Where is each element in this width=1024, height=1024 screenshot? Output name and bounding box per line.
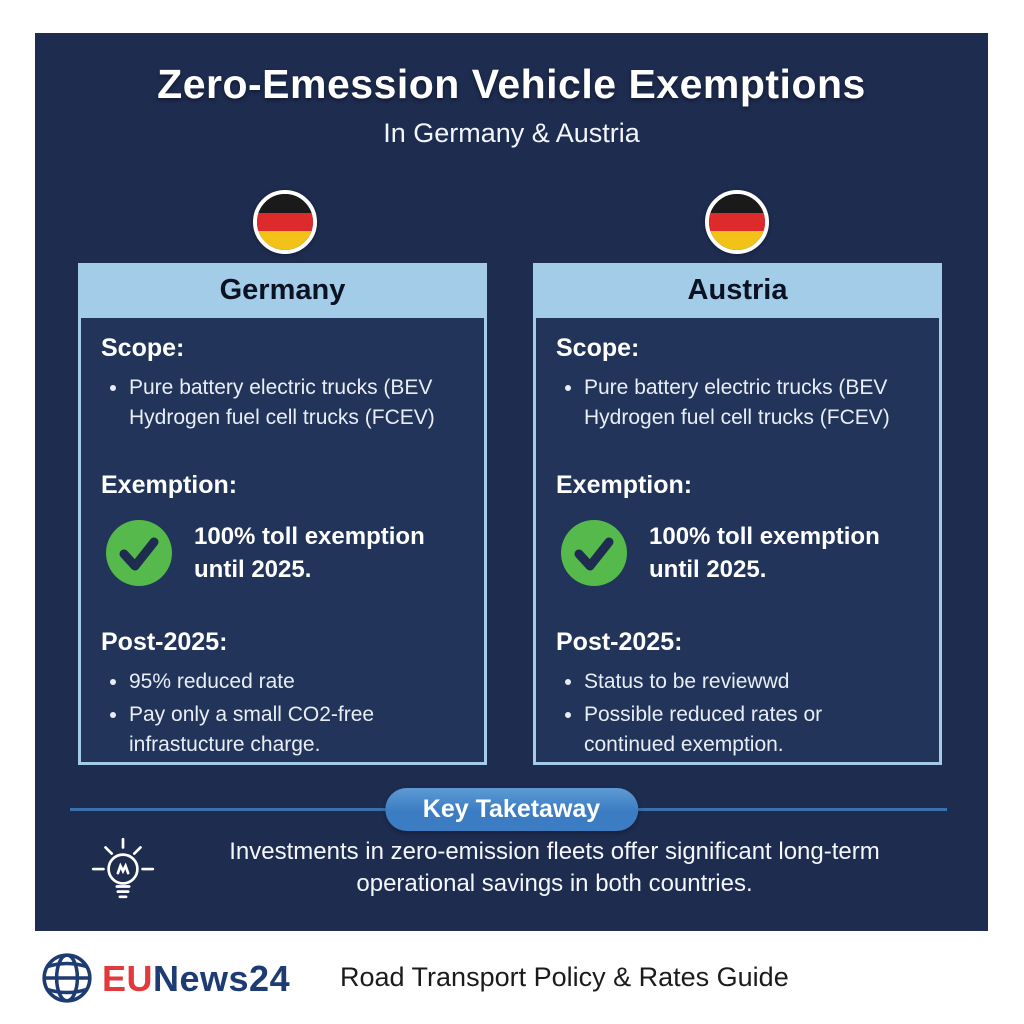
flag-stripe-red: [257, 212, 313, 232]
austria-card-title: Austria: [533, 263, 942, 318]
flag-stripe-gold: [709, 231, 765, 250]
flag-stripe-black: [709, 194, 765, 213]
austria-card: Austria Scope: Pure battery electric tru…: [533, 263, 942, 765]
lightbulb-icon: [91, 837, 154, 899]
germany-card-title: Germany: [78, 263, 487, 318]
exemption-text: 100% toll exemption until 2025.: [649, 523, 880, 583]
takeaway-text: Investments in zero-emission fleets offe…: [229, 838, 880, 897]
post-2025-bullet: Status to be reviewwd: [584, 667, 904, 697]
check-circle-icon: [106, 520, 172, 586]
exemption-heading: Exemption:: [556, 471, 693, 499]
check-circle-icon: [561, 520, 627, 586]
takeaway-row: Investments in zero-emission fleets offe…: [35, 831, 988, 905]
post-2025-heading: Post-2025:: [556, 628, 683, 656]
scope-list: Pure battery electric trucks (BEV Hydrog…: [101, 373, 449, 433]
page-title: Zero-Emession Vehicle Exemptions: [157, 61, 866, 107]
post-2025-bullet: Possible reduced rates or continued exem…: [584, 700, 904, 760]
footer-tagline: Road Transport Policy & Rates Guide: [340, 962, 789, 992]
exemption-text: 100% toll exemption until 2025.: [194, 523, 425, 583]
germany-card: Germany Scope: Pure battery electric tru…: [78, 263, 487, 765]
post-2025-list: 95% reduced rate Pay only a small CO2-fr…: [101, 667, 449, 760]
scope-heading: Scope:: [101, 334, 185, 362]
germany-flag-icon: [253, 190, 317, 254]
post-2025-bullet: Pay only a small CO2-free infrastucture …: [129, 700, 449, 760]
brand-suffix: News24: [153, 958, 291, 999]
exemption-heading: Exemption:: [101, 471, 238, 499]
austria-card-body: Scope: Pure battery electric trucks (BEV…: [533, 318, 942, 765]
scope-bullet: Pure battery electric trucks (BEV Hydrog…: [584, 373, 904, 433]
key-takeaway-pill: Key Taketaway: [384, 788, 639, 831]
scope-bullet: Pure battery electric trucks (BEV Hydrog…: [129, 373, 449, 433]
post-2025-heading: Post-2025:: [101, 628, 228, 656]
page-subtitle: In Germany & Austria: [383, 118, 640, 148]
flag-stripe-red: [709, 212, 765, 232]
flag-stripe-black: [257, 194, 313, 213]
exemption-row: 100% toll exemption until 2025.: [101, 520, 466, 586]
exemption-row: 100% toll exemption until 2025.: [556, 520, 921, 586]
brand-prefix: EU: [102, 958, 154, 999]
brand-logo: EUNews24: [102, 958, 290, 1000]
main-panel: Zero-Emession Vehicle Exemptions In Germ…: [35, 33, 988, 931]
post-2025-bullet: 95% reduced rate: [129, 667, 449, 697]
austria-flag-icon: [705, 190, 769, 254]
scope-list: Pure battery electric trucks (BEV Hydrog…: [556, 373, 904, 433]
scope-heading: Scope:: [556, 334, 640, 362]
germany-card-body: Scope: Pure battery electric trucks (BEV…: [78, 318, 487, 765]
globe-icon: [42, 953, 92, 1003]
flag-stripe-gold: [257, 231, 313, 250]
post-2025-list: Status to be reviewwd Possible reduced r…: [556, 667, 904, 760]
